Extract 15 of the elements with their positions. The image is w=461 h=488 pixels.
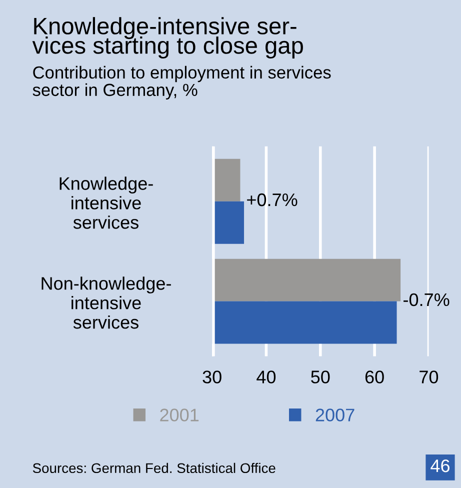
y-tick-label: Knowledge- intensive services [60, 176, 153, 229]
x-tick-label: 40 [256, 370, 276, 384]
annotation: +0.7% [247, 193, 298, 206]
legend-label: 2007 [316, 408, 354, 422]
source-note: Sources: German Fed. Statistical Office [32, 462, 276, 474]
chart-subtitle: Contribution to employment in services sector in Germany, % [32, 66, 331, 100]
x-tick-label: 60 [365, 370, 384, 384]
x-tick-label: 70 [420, 370, 438, 384]
x-tick-label: 50 [311, 370, 330, 384]
text: 46 [430, 459, 450, 472]
y-tick-label: Non-knowledge- intensive services [42, 276, 171, 329]
annotation: -0.7% [404, 293, 450, 306]
chart-title: Knowledge-intensive ser- vices starting to close gap [32, 17, 303, 59]
x-tick-label: 30 [202, 370, 222, 384]
legend-label: 2001 [160, 408, 199, 422]
